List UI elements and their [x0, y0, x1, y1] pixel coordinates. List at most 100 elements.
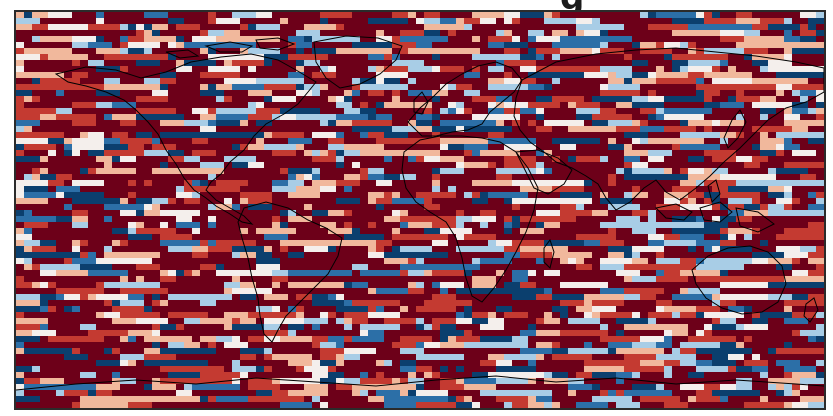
field-cell [472, 288, 480, 294]
field-cell [232, 288, 240, 294]
field-cell [816, 222, 824, 228]
field-cell [744, 276, 752, 282]
field-cell [464, 234, 472, 240]
field-cell [352, 132, 360, 138]
field-cell [528, 66, 536, 72]
field-cell [552, 48, 560, 54]
field-cell [112, 90, 120, 96]
field-cell [672, 36, 680, 42]
field-cell [712, 60, 720, 66]
field-cell [560, 144, 568, 150]
field-cell [256, 108, 264, 114]
field-cell [288, 246, 296, 252]
field-cell [496, 168, 504, 174]
field-cell [112, 246, 120, 252]
field-cell [376, 60, 384, 66]
field-cell [160, 216, 168, 222]
field-cell [280, 18, 288, 24]
field-cell [240, 174, 248, 180]
field-cell [560, 294, 568, 300]
field-cell [624, 150, 632, 156]
field-cell [696, 84, 704, 90]
field-cell [408, 36, 416, 42]
field-cell [776, 114, 784, 120]
field-cell [32, 150, 40, 156]
field-cell [744, 18, 752, 24]
field-cell [656, 60, 664, 66]
field-cell [24, 210, 32, 216]
field-cell [456, 228, 464, 234]
field-cell [128, 228, 136, 234]
field-cell [688, 114, 696, 120]
field-cell [264, 90, 272, 96]
field-cell [496, 84, 504, 90]
field-cell [712, 132, 720, 138]
field-cell [64, 84, 72, 90]
field-cell [808, 216, 816, 222]
field-cell [640, 222, 648, 228]
field-cell [360, 186, 368, 192]
field-cell [432, 168, 440, 174]
field-cell [632, 252, 640, 258]
field-cell [504, 72, 512, 78]
field-cell [320, 234, 328, 240]
field-cell [336, 54, 344, 60]
field-cell [600, 102, 608, 108]
field-cell [688, 228, 696, 234]
field-cell [456, 114, 464, 120]
field-cell [144, 42, 152, 48]
field-cell [256, 246, 264, 252]
field-cell [112, 210, 120, 216]
field-cell [760, 114, 768, 120]
field-cell [192, 126, 200, 132]
field-cell [544, 252, 552, 258]
field-cell [232, 192, 240, 198]
field-cell [48, 18, 56, 24]
field-cell [176, 204, 184, 210]
field-cell [728, 186, 736, 192]
field-cell [248, 42, 256, 48]
field-cell [624, 246, 632, 252]
field-cell [776, 30, 784, 36]
field-cell [312, 12, 320, 18]
field-cell [768, 36, 776, 42]
field-cell [440, 246, 448, 252]
field-cell [384, 222, 392, 228]
field-cell [168, 258, 176, 264]
field-cell [648, 156, 656, 162]
field-cell [248, 210, 256, 216]
field-cell [416, 252, 424, 258]
field-cell [72, 12, 80, 18]
field-cell [592, 228, 600, 234]
field-cell [648, 90, 656, 96]
field-cell [560, 96, 568, 102]
field-cell [112, 306, 120, 312]
field-cell [648, 12, 656, 18]
field-cell [816, 186, 824, 192]
field-cell [768, 12, 776, 18]
field-cell [360, 90, 368, 96]
field-cell [304, 72, 312, 78]
field-cell [696, 246, 704, 252]
field-cell [504, 210, 512, 216]
field-cell [448, 66, 456, 72]
field-cell [640, 138, 648, 144]
field-cell [176, 174, 184, 180]
field-cell [440, 186, 448, 192]
field-cell [608, 270, 616, 276]
field-cell [672, 102, 680, 108]
field-cell [712, 114, 720, 120]
field-cell [136, 150, 144, 156]
field-cell [488, 138, 496, 144]
field-cell [696, 36, 704, 42]
field-cell [816, 126, 824, 132]
field-cell [424, 180, 432, 186]
field-cell [80, 12, 88, 18]
field-cell [248, 168, 256, 174]
field-cell [536, 60, 544, 66]
field-cell [792, 24, 800, 30]
field-cell [88, 114, 96, 120]
field-cell [784, 210, 792, 216]
field-cell [680, 228, 688, 234]
field-cell [536, 222, 544, 228]
